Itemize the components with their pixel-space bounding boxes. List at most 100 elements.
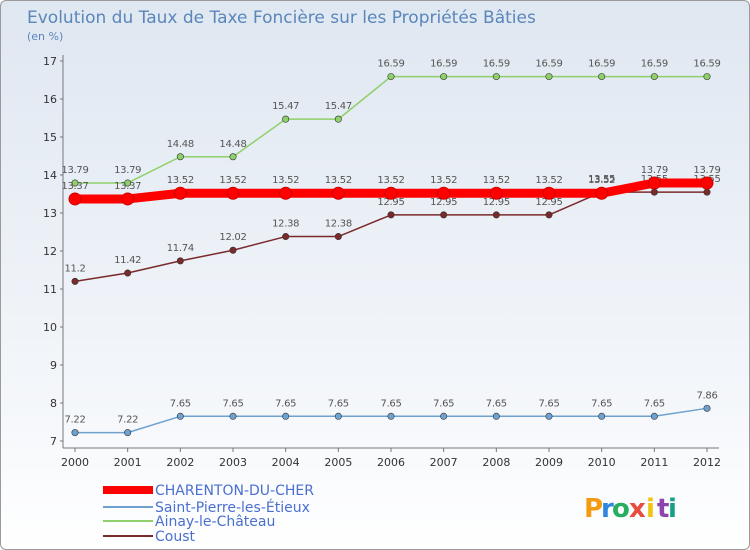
logo-letter: r xyxy=(601,494,614,524)
data-label: 7.86 xyxy=(696,390,717,401)
data-label: 11.42 xyxy=(114,255,141,266)
data-point xyxy=(71,277,79,285)
data-point xyxy=(176,257,184,265)
data-label: 7.65 xyxy=(538,398,559,409)
legend-label: Ainay-le-Château xyxy=(155,514,275,530)
data-point xyxy=(279,186,293,200)
data-point xyxy=(703,73,711,81)
series-0: 13.37 13.37 13.52 13.52 13.52 13.52 13.52 13.52… xyxy=(61,165,721,206)
logo-letter: i xyxy=(668,494,677,524)
data-point xyxy=(282,412,290,420)
data-label: 13.52 xyxy=(430,175,457,186)
data-point xyxy=(492,412,500,420)
data-point xyxy=(124,429,132,437)
x-tick-label: 2002 xyxy=(166,456,194,469)
data-point xyxy=(176,153,184,161)
data-label: 16.59 xyxy=(535,59,562,70)
series-layer: 7.22 7.22 7.65 7.65 7.65 7.65 7.65 7.65 7.65 7.65… xyxy=(61,59,721,437)
data-point xyxy=(545,211,553,219)
data-label: 16.59 xyxy=(641,59,668,70)
logo-letter: x xyxy=(629,494,646,524)
data-point xyxy=(650,73,658,81)
data-label: 12.02 xyxy=(219,232,246,243)
x-tick-label: 2010 xyxy=(588,456,616,469)
chart-subtitle: (en %) xyxy=(27,30,63,43)
x-tick-label: 2008 xyxy=(482,456,510,469)
y-tick-label: 11 xyxy=(43,283,57,296)
data-label: 13.52 xyxy=(535,175,562,186)
data-point xyxy=(331,186,345,200)
data-label: 15.47 xyxy=(325,101,352,112)
data-label: 12.38 xyxy=(272,219,299,230)
data-point xyxy=(650,412,658,420)
data-label: 16.59 xyxy=(693,59,720,70)
x-tick-label: 2000 xyxy=(61,456,89,469)
data-point xyxy=(598,73,606,81)
axes: 7 8 9 10 11 12 13 14 15 16 17 2000 2001 2002 2003 2004 2… xyxy=(43,55,721,469)
data-label: 7.65 xyxy=(222,398,243,409)
x-tick-label: 2012 xyxy=(693,456,721,469)
data-label: 12.38 xyxy=(325,219,352,230)
x-tick-label: 2005 xyxy=(324,456,352,469)
data-label: 7.65 xyxy=(380,398,401,409)
x-tick-label: 2006 xyxy=(377,456,405,469)
data-label: 7.65 xyxy=(328,398,349,409)
data-label: 13.79 xyxy=(61,165,88,176)
data-point xyxy=(229,153,237,161)
data-label: 14.48 xyxy=(219,139,246,150)
data-point xyxy=(334,115,342,123)
data-point xyxy=(440,73,448,81)
data-label: 12.95 xyxy=(483,197,510,208)
data-point xyxy=(387,211,395,219)
y-tick-label: 15 xyxy=(43,131,57,144)
data-point xyxy=(387,412,395,420)
data-label: 13.37 xyxy=(61,181,88,192)
data-label: 13.52 xyxy=(219,175,246,186)
data-point xyxy=(71,179,79,187)
data-point xyxy=(703,188,711,196)
legend-label: Coust xyxy=(155,529,196,545)
data-label: 13.52 xyxy=(272,175,299,186)
data-label: 12.95 xyxy=(377,197,404,208)
data-point xyxy=(71,429,79,437)
data-point xyxy=(700,176,714,190)
data-label: 12.95 xyxy=(535,197,562,208)
x-tick-label: 2011 xyxy=(640,456,668,469)
data-point xyxy=(650,188,658,196)
data-label: 16.59 xyxy=(377,59,404,70)
data-point xyxy=(440,211,448,219)
data-label: 15.47 xyxy=(272,101,299,112)
y-tick-label: 14 xyxy=(43,169,57,182)
data-point xyxy=(384,186,398,200)
data-label: 16.59 xyxy=(588,59,615,70)
data-label: 11.2 xyxy=(64,263,85,274)
y-tick-label: 12 xyxy=(43,245,57,258)
data-point xyxy=(492,211,500,219)
data-label: 12.95 xyxy=(430,197,457,208)
data-point xyxy=(703,404,711,412)
data-label: 7.65 xyxy=(486,398,507,409)
series-1: 7.22 7.22 7.65 7.65 7.65 7.65 7.65 7.65 7.65 7.65… xyxy=(64,390,718,437)
data-point xyxy=(387,73,395,81)
legend-label: CHARENTON-DU-CHER xyxy=(155,483,314,499)
data-point xyxy=(545,73,553,81)
data-point xyxy=(282,233,290,241)
data-label: 16.59 xyxy=(483,59,510,70)
data-label: 14.48 xyxy=(167,139,194,150)
data-point xyxy=(226,186,240,200)
data-point xyxy=(173,186,187,200)
logo-letter: P xyxy=(584,494,603,524)
data-point xyxy=(437,186,451,200)
chart-title: Evolution du Taux de Taxe Foncière sur l… xyxy=(27,8,536,28)
data-point xyxy=(542,186,556,200)
x-tick-label: 2003 xyxy=(219,456,247,469)
data-label: 13.52 xyxy=(377,175,404,186)
data-point xyxy=(176,412,184,420)
data-point xyxy=(334,412,342,420)
data-point xyxy=(545,412,553,420)
data-point xyxy=(124,269,132,277)
data-label: 13.52 xyxy=(588,175,615,186)
y-tick-label: 10 xyxy=(43,321,57,334)
